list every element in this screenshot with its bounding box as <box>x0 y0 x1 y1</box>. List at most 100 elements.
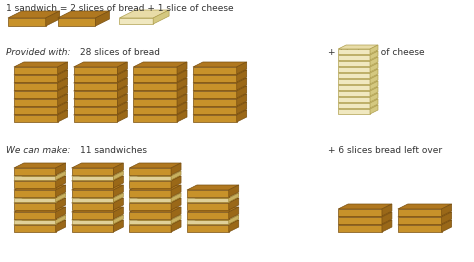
Polygon shape <box>338 99 378 103</box>
Polygon shape <box>129 203 171 210</box>
Polygon shape <box>370 93 378 102</box>
Text: + 6 slices bread left over: + 6 slices bread left over <box>328 146 442 155</box>
Polygon shape <box>129 185 181 190</box>
Polygon shape <box>229 215 239 224</box>
Polygon shape <box>113 198 123 210</box>
Polygon shape <box>370 45 378 54</box>
Polygon shape <box>72 212 113 219</box>
Polygon shape <box>118 102 128 114</box>
Polygon shape <box>370 69 378 78</box>
Polygon shape <box>129 198 181 203</box>
Polygon shape <box>237 78 246 90</box>
Polygon shape <box>338 109 370 114</box>
Polygon shape <box>229 207 239 219</box>
Polygon shape <box>8 18 46 26</box>
Polygon shape <box>56 198 65 210</box>
Polygon shape <box>14 70 68 75</box>
Polygon shape <box>193 78 246 83</box>
Polygon shape <box>187 212 229 219</box>
Polygon shape <box>398 225 442 232</box>
Polygon shape <box>73 102 128 107</box>
Polygon shape <box>73 110 128 115</box>
Polygon shape <box>73 67 118 74</box>
Polygon shape <box>14 115 58 122</box>
Polygon shape <box>338 61 370 66</box>
Polygon shape <box>177 78 187 90</box>
Polygon shape <box>113 220 123 232</box>
Polygon shape <box>14 176 65 181</box>
Polygon shape <box>193 62 246 67</box>
Polygon shape <box>14 107 58 114</box>
Polygon shape <box>133 115 177 122</box>
Polygon shape <box>338 209 382 216</box>
Polygon shape <box>442 212 452 224</box>
Polygon shape <box>153 10 169 24</box>
Polygon shape <box>193 67 237 74</box>
Polygon shape <box>73 86 128 91</box>
Polygon shape <box>370 57 378 66</box>
Polygon shape <box>14 171 65 176</box>
Polygon shape <box>129 181 171 188</box>
Polygon shape <box>237 94 246 106</box>
Polygon shape <box>338 45 378 49</box>
Polygon shape <box>73 99 118 106</box>
Polygon shape <box>73 83 118 90</box>
Polygon shape <box>187 190 229 197</box>
Polygon shape <box>187 198 239 203</box>
Polygon shape <box>14 110 68 115</box>
Polygon shape <box>187 203 229 210</box>
Polygon shape <box>129 190 171 197</box>
Polygon shape <box>398 220 452 225</box>
Polygon shape <box>133 78 187 83</box>
Polygon shape <box>14 168 56 175</box>
Polygon shape <box>133 99 177 106</box>
Polygon shape <box>338 49 370 54</box>
Polygon shape <box>72 171 123 176</box>
Polygon shape <box>193 110 246 115</box>
Polygon shape <box>133 94 187 99</box>
Polygon shape <box>72 181 113 188</box>
Polygon shape <box>14 215 65 220</box>
Polygon shape <box>129 163 181 168</box>
Polygon shape <box>338 69 378 73</box>
Polygon shape <box>56 207 65 219</box>
Polygon shape <box>338 217 382 224</box>
Polygon shape <box>56 220 65 232</box>
Polygon shape <box>129 168 171 175</box>
Polygon shape <box>398 212 452 217</box>
Polygon shape <box>14 193 65 198</box>
Polygon shape <box>171 220 181 232</box>
Polygon shape <box>237 62 246 74</box>
Polygon shape <box>193 115 237 122</box>
Polygon shape <box>177 110 187 122</box>
Polygon shape <box>73 107 118 114</box>
Polygon shape <box>129 198 171 202</box>
Polygon shape <box>133 62 187 67</box>
Text: 28 slices of bread: 28 slices of bread <box>80 48 160 57</box>
Polygon shape <box>14 94 68 99</box>
Polygon shape <box>129 193 181 198</box>
Polygon shape <box>72 203 113 210</box>
Polygon shape <box>229 220 239 232</box>
Polygon shape <box>113 215 123 224</box>
Polygon shape <box>58 62 68 74</box>
Polygon shape <box>187 198 229 202</box>
Polygon shape <box>382 204 392 216</box>
Polygon shape <box>193 107 237 114</box>
Polygon shape <box>72 220 123 225</box>
Polygon shape <box>72 198 123 203</box>
Polygon shape <box>398 209 442 216</box>
Polygon shape <box>338 55 370 60</box>
Polygon shape <box>193 91 237 98</box>
Polygon shape <box>187 215 239 220</box>
Text: 11 sandwiches: 11 sandwiches <box>80 146 146 155</box>
Polygon shape <box>193 94 246 99</box>
Text: 1 sandwich = 2 slices of bread + 1 slice of cheese: 1 sandwich = 2 slices of bread + 1 slice… <box>6 4 234 13</box>
Polygon shape <box>193 102 246 107</box>
Polygon shape <box>14 86 68 91</box>
Polygon shape <box>442 204 452 216</box>
Polygon shape <box>133 91 177 98</box>
Polygon shape <box>171 176 181 188</box>
Polygon shape <box>14 212 56 219</box>
Polygon shape <box>73 94 128 99</box>
